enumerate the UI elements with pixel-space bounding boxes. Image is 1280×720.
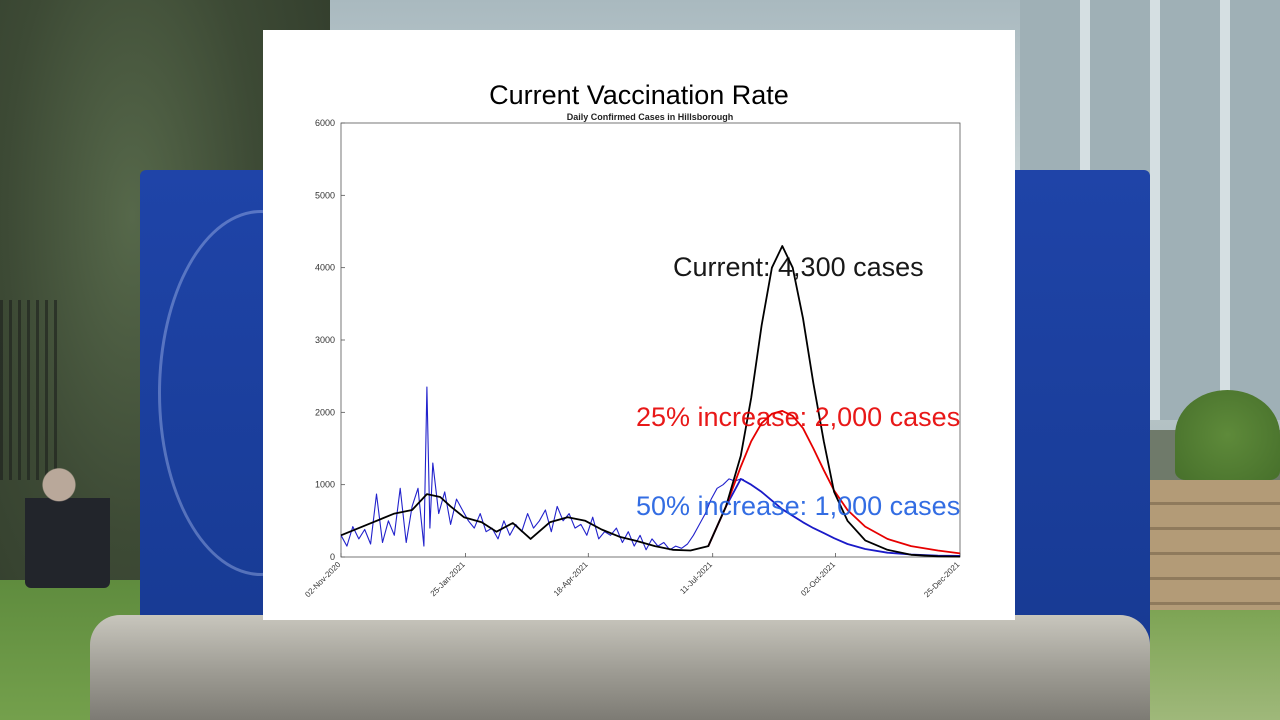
x-tick-label: 02-Oct-2021 (799, 560, 837, 598)
background-sign-base (90, 615, 1150, 720)
background-seated-person (25, 468, 110, 588)
x-tick-label: 18-Apr-2021 (552, 560, 590, 598)
x-tick-label: 25-Jan-2021 (429, 560, 468, 599)
series-line-increase_25 (707, 409, 961, 555)
x-tick-label: 11-Jul-2021 (678, 560, 714, 596)
background-shrub (1175, 390, 1280, 480)
x-tick-label: 02-Nov-2020 (303, 560, 342, 599)
series-line-increase_50 (707, 477, 961, 557)
y-tick-label: 6000 (315, 118, 335, 128)
x-axis: 02-Nov-2020 25-Jan-2021 18-Apr-2021 11-Jul-… (303, 553, 962, 599)
series-line-current (340, 245, 961, 558)
y-tick-label: 3000 (315, 335, 335, 345)
daily-cases-chart: Daily Confirmed Cases in Hillsborough 0 1… (303, 112, 962, 599)
y-axis: 0 1000 2000 3000 4000 5000 6000 (315, 118, 345, 562)
y-tick-label: 2000 (315, 407, 335, 417)
x-tick-label: 25-Dec-2021 (922, 560, 961, 599)
series-line-observed (340, 386, 744, 551)
y-tick-label: 1000 (315, 480, 335, 490)
chart-title: Daily Confirmed Cases in Hillsborough (567, 112, 734, 122)
annotation-current: Current: 4,300 cases (673, 252, 924, 282)
y-tick-label: 4000 (315, 263, 335, 273)
background-fence (0, 300, 60, 480)
chart-card: Current Vaccination Rate Daily Confirmed… (263, 30, 1015, 620)
y-tick-label: 0 (330, 552, 335, 562)
annotation-25-percent-increase: 25% increase: 2,000 cases (636, 402, 961, 432)
y-tick-label: 5000 (315, 190, 335, 200)
annotation-50-percent-increase: 50% increase: 1,000 cases (636, 491, 961, 521)
series-lines (340, 245, 961, 558)
headline: Current Vaccination Rate (489, 80, 789, 110)
